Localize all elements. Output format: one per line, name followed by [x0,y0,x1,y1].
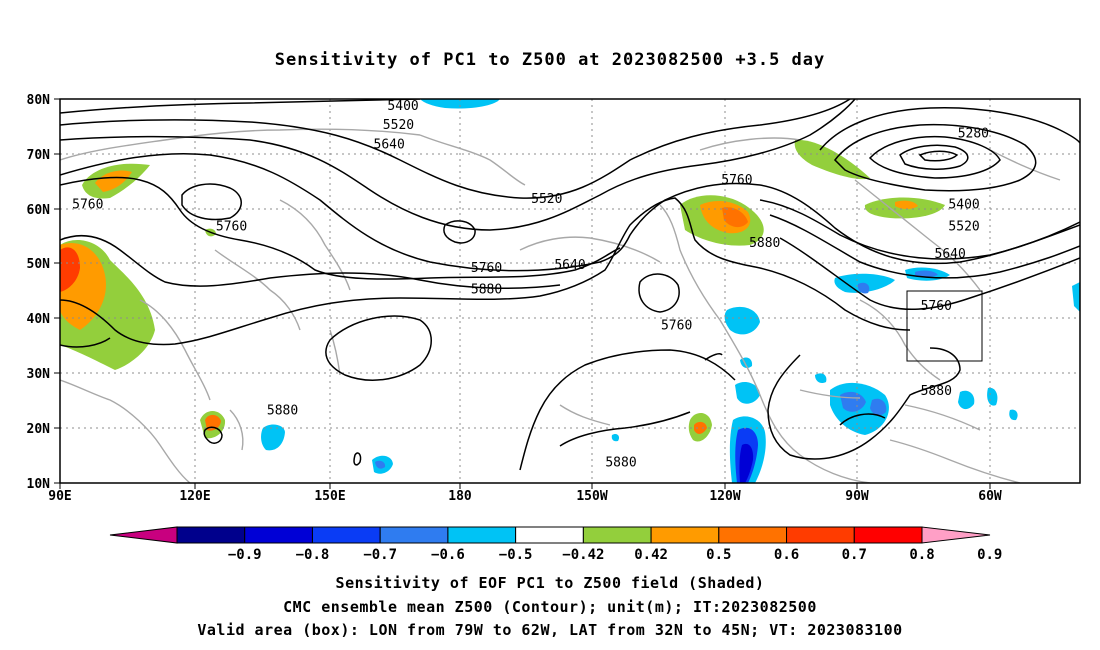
caption-shading: Sensitivity of EOF PC1 to Z500 field (Sh… [335,574,765,592]
colorbar: −0.9 −0.8 −0.7 −0.6 −0.5 −0.42 0.42 0.5 0.6 0.7 0.… [109,526,1002,563]
map-frame [59,98,1081,484]
contour-label: 5400 [948,198,979,213]
contour-labels: 5400 5520 5640 5760 5760 5520 5760 5880 5280 5400… [72,99,989,471]
colorbar-label: −0.5 [499,547,533,563]
lon-label: 180 [448,489,472,504]
lon-label: 60W [978,489,1002,504]
contour-label: 5280 [958,126,989,141]
lon-label: 90E [48,489,71,504]
contour-label: 5880 [749,236,780,251]
shade-epac2-orange [694,421,707,434]
lat-label: 80N [27,93,51,108]
colorbar-label: −0.9 [228,547,262,563]
shade-hudson-green [794,139,870,180]
colorbar-cell [650,526,720,544]
lat-label: 60N [27,203,51,218]
colorbar-cell [311,526,381,544]
contour-label: 5880 [921,384,952,399]
shade-gulf-small [611,433,620,442]
lat-label: 20N [27,422,51,437]
lat-label: 50N [27,257,51,272]
shade-camerica-navy [739,443,754,483]
shade-atl-cyan [1072,282,1080,312]
colorbar-label: 0.7 [842,547,867,563]
lon-label: 150W [576,489,607,504]
shade-epac-cyan [724,306,760,335]
contour-label: 5760 [471,261,502,276]
contour-label: 5760 [921,299,952,314]
contour-label: 5880 [471,283,502,298]
colorbar-cell [582,526,652,544]
lat-label: 40N [27,312,51,327]
lon-label: 120W [709,489,740,504]
colorbar-cell [244,526,313,544]
lon-label: 150E [314,489,345,504]
colorbar-right-arrow [921,526,991,544]
shade-mexico-cyan [735,381,760,404]
lon-label: 120E [179,489,210,504]
shade-arctic-cyan [420,99,500,109]
colorbar-label: −0.8 [296,547,330,563]
shade-nc-cyan [857,282,870,294]
shade-wpac-cyan3 [375,460,386,469]
colorbar-label: −0.7 [363,547,397,563]
contour-label: 5880 [267,403,298,418]
colorbar-cell [379,526,449,544]
lon-label: 90W [845,489,869,504]
contour-label: 5640 [935,247,966,262]
shade-carib-cyan2 [987,387,998,406]
colorbar-cell [786,526,855,544]
valid-area-box [906,290,983,362]
contour-label: 5880 [605,456,636,471]
caption-valid-area: Valid area (box): LON from 79W to 62W, L… [197,621,903,639]
chart-title: Sensitivity of PC1 to Z500 at 2023082500… [274,50,826,70]
latitude-labels: 80N 70N 60N 50N 40N 30N 20N 10N [27,93,51,492]
shade-siberia-orange [95,170,132,192]
shade-asia-west-red [60,247,80,292]
shade-gulf-blue2 [870,398,887,416]
lat-label: 70N [27,148,51,163]
contour-label: 5760 [661,318,692,333]
shade-carib-cyan [958,390,975,410]
shade-alaska-red [722,207,748,228]
shade-carib-cyan3 [1009,409,1018,421]
contour-label: 5640 [374,137,405,152]
colorbar-cell [853,526,923,544]
shade-philippines-orange [205,414,221,431]
colorbar-left-arrow [109,526,178,544]
lat-label: 10N [27,477,51,492]
contour-label: 5400 [387,99,418,114]
lat-lon-grid [60,99,1080,483]
contour-label: 5760 [216,220,247,235]
colorbar-label: 0.5 [706,547,731,563]
colorbar-cell [515,526,584,544]
z500-contours [60,99,1080,471]
lat-label: 30N [27,367,51,382]
colorbar-label: −0.42 [562,547,604,563]
colorbar-label: 0.8 [909,547,934,563]
colorbar-label: 0.9 [977,547,1002,563]
axis-ticks [54,98,991,489]
contour-label: 5520 [383,118,414,133]
contour-label: 5760 [721,173,752,188]
colorbar-label: −0.6 [431,547,465,563]
shade-canada-blue [915,270,938,278]
longitude-labels: 90E 120E 150E 180 150W 120W 90W 60W [48,489,1002,504]
colorbar-cell [718,526,788,544]
contour-label: 5760 [72,198,103,213]
shade-florida-cyan [815,373,827,384]
caption-contour: CMC ensemble mean Z500 (Contour); unit(m… [283,598,817,616]
contour-label: 5520 [531,192,562,207]
shade-wpac-cyan [261,424,285,451]
colorbar-cell [447,526,517,544]
colorbar-cell [176,526,246,544]
contour-label: 5520 [948,220,979,235]
colorbar-label: 0.6 [774,547,799,563]
colorbar-label: 0.42 [634,547,668,563]
contour-label: 5640 [554,258,585,273]
shade-labrador-orange [895,200,918,209]
